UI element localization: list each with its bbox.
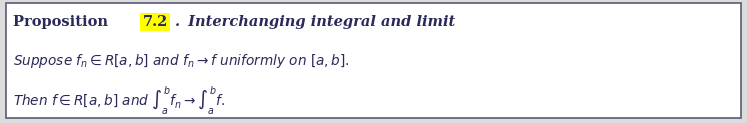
Text: $\mathit{Then}$ $f \in R[a,b]$ $\mathit{and}$ $\int_a^b f_n \rightarrow \int_a^b: $\mathit{Then}$ $f \in R[a,b]$ $\mathit{… xyxy=(13,85,226,117)
Text: $\mathit{Suppose}$ $f_n \in R[a,b]$ $\mathit{and}$ $f_n \rightarrow f$ $\mathit{: $\mathit{Suppose}$ $f_n \in R[a,b]$ $\ma… xyxy=(13,53,350,70)
Text: Proposition: Proposition xyxy=(13,15,114,29)
Text: 7.2: 7.2 xyxy=(143,15,168,29)
Text: .  ​Interchanging integral and limit: . ​Interchanging integral and limit xyxy=(176,15,456,29)
FancyBboxPatch shape xyxy=(6,3,741,118)
